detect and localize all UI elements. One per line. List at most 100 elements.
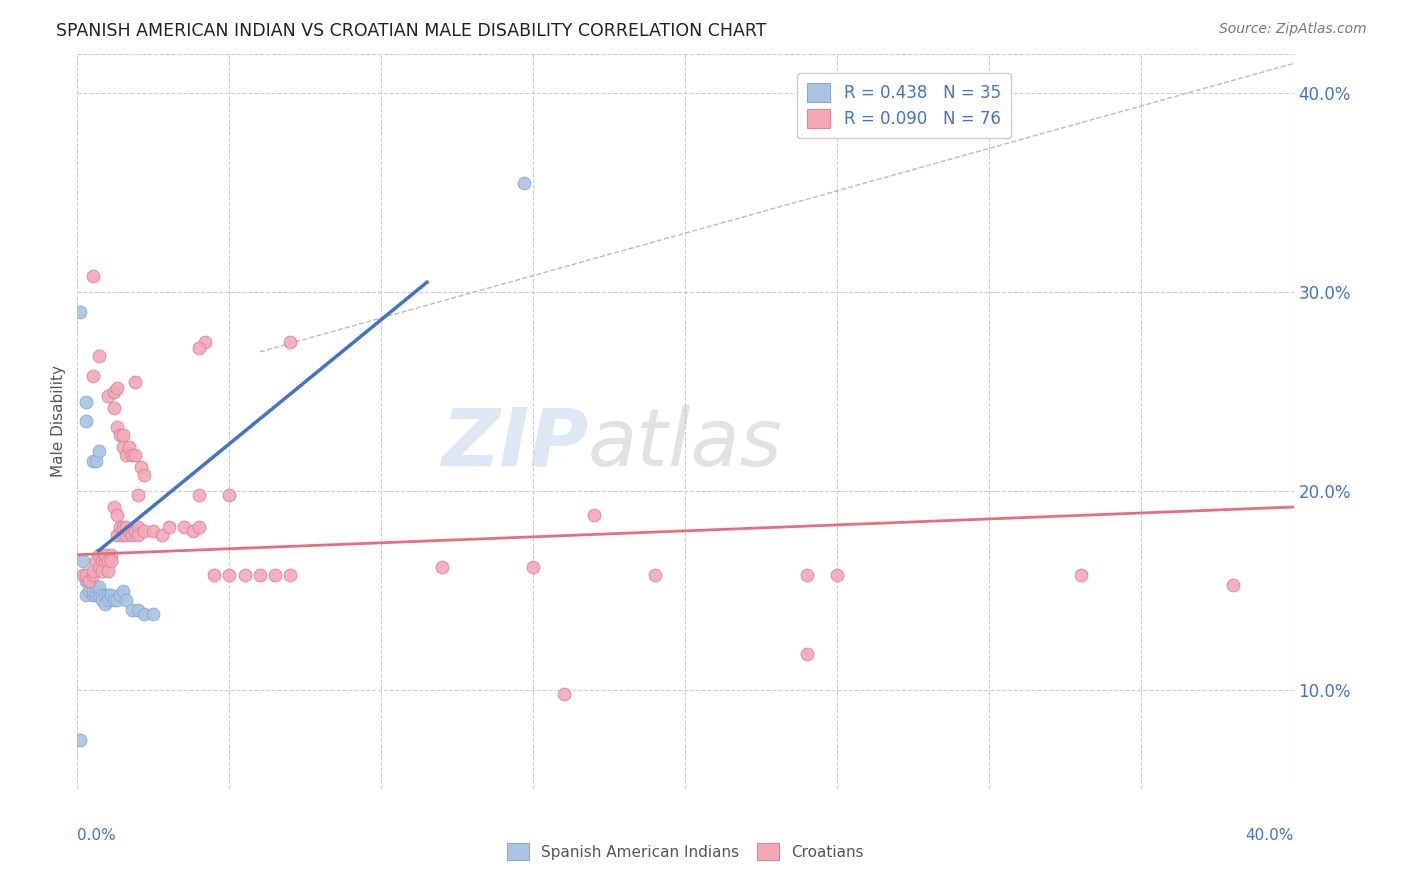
Point [127,488,149,502]
Point [105,593,128,607]
Point [121,448,143,462]
Point [115,520,138,534]
Point [84,580,107,594]
Point [93,598,115,612]
Point [82,454,104,468]
Point [522,559,544,574]
Point [79,574,101,588]
Point [115,593,138,607]
Point [100,548,122,562]
Point [97,554,120,568]
Point [103,401,125,415]
Point [124,448,146,462]
Point [121,528,143,542]
Point [75,415,97,429]
Point [103,500,125,514]
Text: SPANISH AMERICAN INDIAN VS CROATIAN MALE DISABILITY CORRELATION CHART: SPANISH AMERICAN INDIAN VS CROATIAN MALE… [56,22,766,40]
Text: 0.0%: 0.0% [77,828,117,843]
Point [93,548,115,562]
Point [105,528,128,542]
Point [97,593,120,607]
Point [188,341,211,355]
Point [87,580,110,594]
Point [69,305,91,319]
Point [87,444,110,458]
Point [97,564,120,578]
Point [188,488,211,502]
Point [90,554,112,568]
Point [79,574,101,588]
Point [75,574,97,588]
Point [134,607,156,622]
Point [583,508,606,522]
Point [796,567,818,582]
Point [103,593,125,607]
Point [111,583,134,598]
Point [432,559,454,574]
Point [202,567,225,582]
Point [87,548,110,562]
Point [100,554,122,568]
Point [1070,567,1092,582]
Point [127,528,149,542]
Point [124,524,146,538]
Point [105,420,128,434]
Point [553,687,575,701]
Point [84,554,107,568]
Point [103,384,125,399]
Point [644,567,666,582]
Point [82,583,104,598]
Y-axis label: Male Disability: Male Disability [51,366,66,477]
Point [75,567,97,582]
Point [90,587,112,601]
Point [152,528,174,542]
Point [278,334,301,349]
Point [264,567,287,582]
Point [249,567,271,582]
Point [72,567,94,582]
Point [111,440,134,454]
Point [111,528,134,542]
Point [90,593,112,607]
Point [105,508,128,522]
Point [127,520,149,534]
Point [115,448,138,462]
Point [129,460,152,475]
Point [97,587,120,601]
Text: ZIP: ZIP [440,405,588,483]
Point [134,524,156,538]
Point [118,440,141,454]
Point [93,554,115,568]
Point [75,587,97,601]
Point [157,520,180,534]
Point [72,554,94,568]
Point [278,567,301,582]
Point [173,520,195,534]
Point [87,587,110,601]
Point [93,587,115,601]
Legend: Spanish American Indians, Croatians: Spanish American Indians, Croatians [501,837,870,866]
Point [111,520,134,534]
Text: 40.0%: 40.0% [1246,828,1294,843]
Point [218,567,240,582]
Point [84,454,107,468]
Point [82,567,104,582]
Point [796,647,818,661]
Point [108,428,131,442]
Point [82,368,104,383]
Point [115,528,138,542]
Point [194,334,217,349]
Point [97,389,120,403]
Point [82,564,104,578]
Point [121,603,143,617]
Point [127,603,149,617]
Point [142,524,165,538]
Point [513,176,536,190]
Text: atlas: atlas [588,405,783,483]
Point [75,394,97,409]
Text: Source: ZipAtlas.com: Source: ZipAtlas.com [1219,22,1367,37]
Point [111,428,134,442]
Point [1222,577,1244,591]
Point [118,524,141,538]
Point [108,587,131,601]
